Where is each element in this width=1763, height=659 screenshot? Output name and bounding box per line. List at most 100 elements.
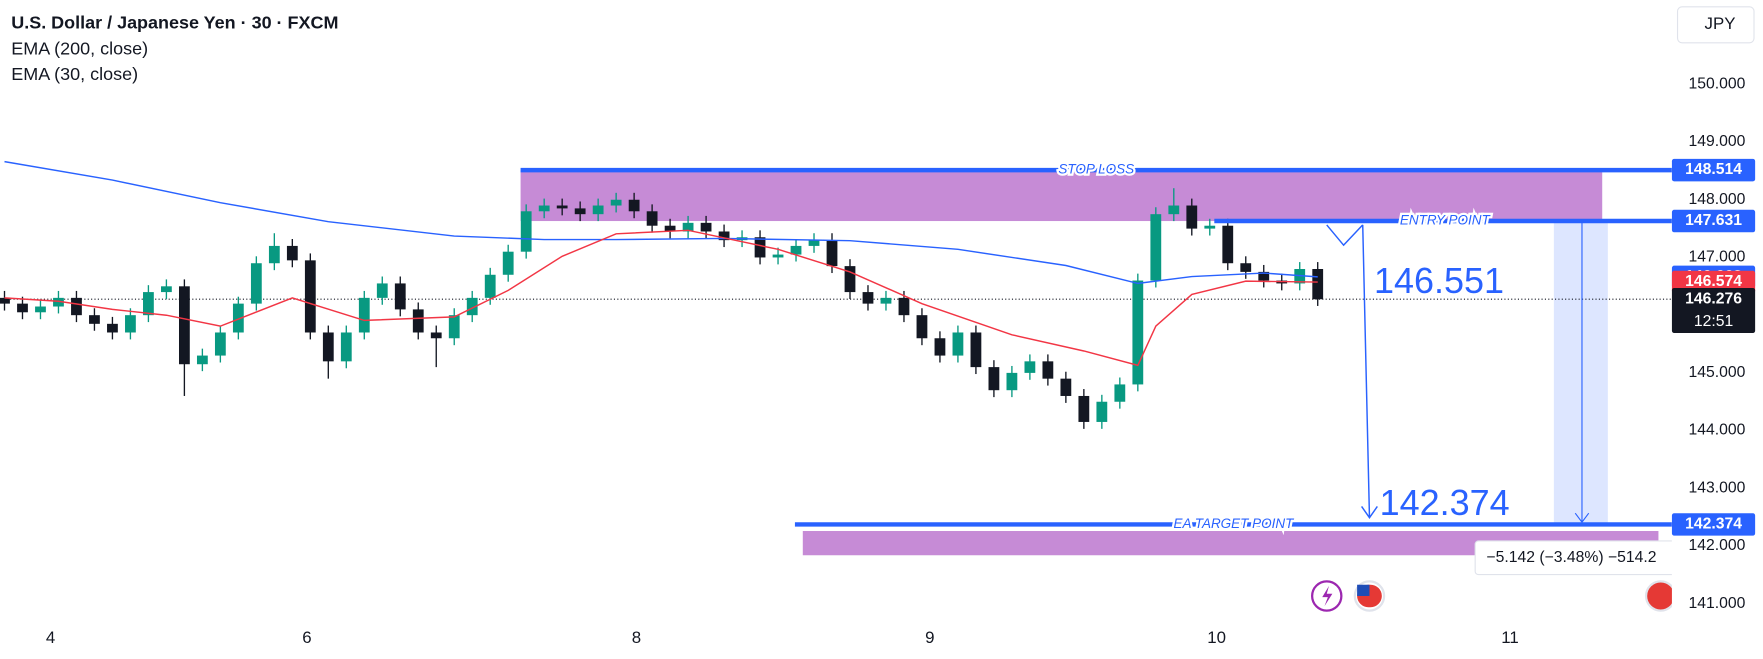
candle-body — [880, 297, 892, 304]
candle-body — [1240, 263, 1252, 272]
candle-body — [1132, 280, 1144, 385]
price-badge — [1671, 513, 1756, 536]
symbol-title: U.S. Dollar / Japanese Yen · 30 · FXCM — [11, 12, 338, 32]
candle-body — [196, 355, 208, 365]
price-badge-label: 142.374 — [1685, 516, 1742, 533]
y-tick-label: 145.000 — [1688, 364, 1745, 381]
price-badge — [1671, 158, 1756, 182]
candle-body — [682, 222, 694, 232]
candle-body — [1204, 225, 1216, 229]
candle-body — [628, 199, 640, 212]
currency-label[interactable]: JPY — [1705, 14, 1736, 33]
candle-body — [1060, 378, 1072, 396]
candle-body — [466, 297, 478, 316]
candle-body — [898, 297, 910, 316]
price-badge — [1671, 209, 1756, 233]
candle-body — [988, 367, 1000, 391]
event-icon[interactable] — [1353, 580, 1386, 612]
icon-bolt[interactable] — [1322, 585, 1333, 607]
candle-body — [574, 208, 586, 215]
measure-label: −5.142 (−3.48%) −514.2 — [1486, 549, 1656, 566]
y-tick-label: 142.000 — [1688, 537, 1745, 554]
ema-line — [4, 229, 1318, 367]
currency-button[interactable] — [1676, 6, 1755, 44]
candle-body — [952, 332, 964, 356]
x-tick-label: 6 — [302, 628, 311, 647]
candle-body — [934, 338, 946, 356]
icon-flag-canton[interactable] — [1357, 584, 1370, 596]
candle-body — [1222, 225, 1234, 264]
y-tick-label: 143.000 — [1688, 479, 1745, 496]
y-tick-label: 141.000 — [1688, 595, 1745, 612]
candle-body — [808, 240, 820, 246]
candle-body — [1006, 372, 1018, 391]
x-tick-label: 9 — [925, 628, 934, 647]
candle-body — [1168, 205, 1180, 215]
candle-body — [286, 245, 298, 261]
y-tick-label: 149.000 — [1688, 133, 1745, 150]
price-badge — [1671, 287, 1756, 333]
x-tick-label: 11 — [1501, 628, 1519, 647]
candle-body — [89, 315, 100, 324]
alert-icon[interactable] — [1311, 580, 1343, 612]
x-tick-label: 8 — [632, 628, 641, 647]
candle-body — [143, 292, 154, 316]
y-tick-label: 150.000 — [1688, 75, 1745, 92]
candle-body — [1078, 395, 1090, 422]
price-badge-label: 147.631 — [1685, 212, 1742, 229]
price-badge-label: 146.276 — [1685, 290, 1742, 307]
candle-body — [718, 231, 730, 241]
plot-area — [0, 160, 1672, 556]
candle-body — [700, 222, 712, 232]
candle-body — [1042, 361, 1054, 379]
projection-label: 146.551 — [1374, 260, 1504, 301]
candle-body — [376, 283, 388, 298]
candle-body — [35, 306, 46, 313]
candle-body — [340, 332, 352, 362]
candle-body — [484, 274, 496, 298]
y-tick-label: 144.000 — [1688, 422, 1745, 439]
entry-zigzag — [1326, 224, 1364, 247]
candle-body — [1186, 205, 1198, 229]
x-tick-label: 10 — [1207, 628, 1226, 647]
price-badge-label: 146.574 — [1685, 273, 1742, 290]
candle-body — [592, 205, 604, 215]
candle-body — [107, 323, 118, 333]
x-tick-label: 4 — [46, 628, 55, 647]
candle-body — [268, 245, 280, 264]
price-badge-label: 148.514 — [1685, 161, 1742, 178]
candle-body — [161, 286, 172, 293]
measure-range — [1553, 221, 1608, 525]
candle-body — [322, 332, 334, 362]
candle-body — [502, 251, 514, 275]
candle-body — [17, 303, 28, 313]
candle-body — [754, 237, 766, 258]
candle-body — [664, 225, 676, 232]
candle-body — [844, 266, 856, 293]
candle-body — [1258, 271, 1270, 281]
candle-body — [1024, 361, 1036, 373]
indicator-legend: EMA (30, close) — [11, 64, 138, 84]
candle-body — [790, 245, 802, 255]
candle-body — [125, 315, 136, 333]
candle-body — [178, 286, 190, 365]
candle-body — [304, 260, 316, 333]
candle-body — [394, 283, 406, 310]
overlay: STOP LOSS ENTRY POINT EA TARGET POINT 146.5… — [46, 0, 1763, 659]
candle-body — [862, 292, 874, 304]
candle-body — [232, 303, 244, 333]
level-label: STOP LOSS — [1058, 162, 1134, 177]
candle-body — [358, 297, 370, 333]
candle-body — [1312, 269, 1324, 300]
candle-body — [250, 263, 262, 304]
y-tick-label: 148.000 — [1688, 191, 1745, 208]
indicator-legend: EMA (200, close) — [11, 38, 148, 58]
candle-body — [1096, 401, 1108, 422]
candle-body — [646, 211, 658, 226]
candle-body — [448, 315, 460, 339]
candle-body — [412, 309, 424, 333]
candle-body — [916, 315, 928, 339]
candle-body — [214, 332, 226, 356]
level-label: ENTRY POINT — [1400, 213, 1492, 228]
